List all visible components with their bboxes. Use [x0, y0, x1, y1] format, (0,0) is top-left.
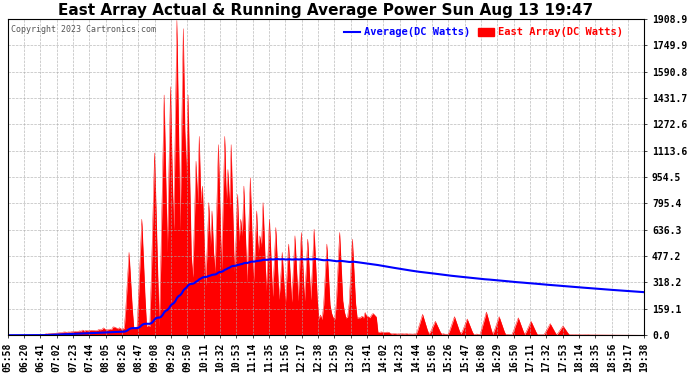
Legend: Average(DC Watts), East Array(DC Watts): Average(DC Watts), East Array(DC Watts): [344, 27, 623, 38]
Text: Copyright 2023 Cartronics.com: Copyright 2023 Cartronics.com: [11, 25, 156, 34]
Title: East Array Actual & Running Average Power Sun Aug 13 19:47: East Array Actual & Running Average Powe…: [59, 3, 593, 18]
